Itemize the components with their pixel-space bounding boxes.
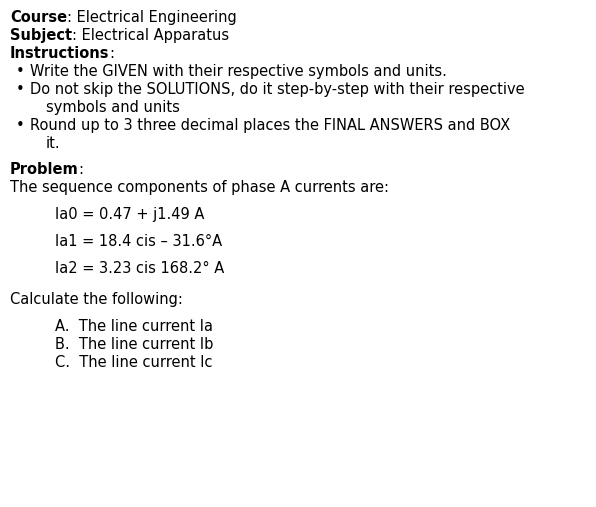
- Text: Instructions: Instructions: [10, 46, 110, 61]
- Text: : Electrical Apparatus: : Electrical Apparatus: [72, 28, 229, 43]
- Text: B.  The line current Ib: B. The line current Ib: [55, 337, 213, 352]
- Text: Subject: Subject: [10, 28, 72, 43]
- Text: : Electrical Engineering: : Electrical Engineering: [67, 10, 237, 25]
- Text: Calculate the following:: Calculate the following:: [10, 292, 183, 307]
- Text: symbols and units: symbols and units: [46, 100, 180, 115]
- Text: Ia1 = 18.4 cis – 31.6°A: Ia1 = 18.4 cis – 31.6°A: [55, 234, 222, 249]
- Text: •: •: [16, 82, 25, 97]
- Text: :: :: [110, 46, 114, 61]
- Text: •: •: [16, 64, 25, 79]
- Text: C.  The line current Ic: C. The line current Ic: [55, 355, 213, 370]
- Text: Course: Course: [10, 10, 67, 25]
- Text: Round up to 3 three decimal places the FINAL ANSWERS and BOX: Round up to 3 three decimal places the F…: [30, 118, 510, 133]
- Text: Ia0 = 0.47 + j1.49 A: Ia0 = 0.47 + j1.49 A: [55, 207, 204, 222]
- Text: Write the GIVEN with their respective symbols and units.: Write the GIVEN with their respective sy…: [30, 64, 447, 79]
- Text: A.  The line current Ia: A. The line current Ia: [55, 319, 213, 334]
- Text: it.: it.: [46, 136, 61, 151]
- Text: The sequence components of phase A currents are:: The sequence components of phase A curre…: [10, 180, 389, 195]
- Text: Problem: Problem: [10, 162, 79, 177]
- Text: •: •: [16, 118, 25, 133]
- Text: Ia2 = 3.23 cis 168.2° A: Ia2 = 3.23 cis 168.2° A: [55, 261, 224, 276]
- Text: Do not skip the SOLUTIONS, do it step-by-step with their respective: Do not skip the SOLUTIONS, do it step-by…: [30, 82, 524, 97]
- Text: :: :: [79, 162, 84, 177]
